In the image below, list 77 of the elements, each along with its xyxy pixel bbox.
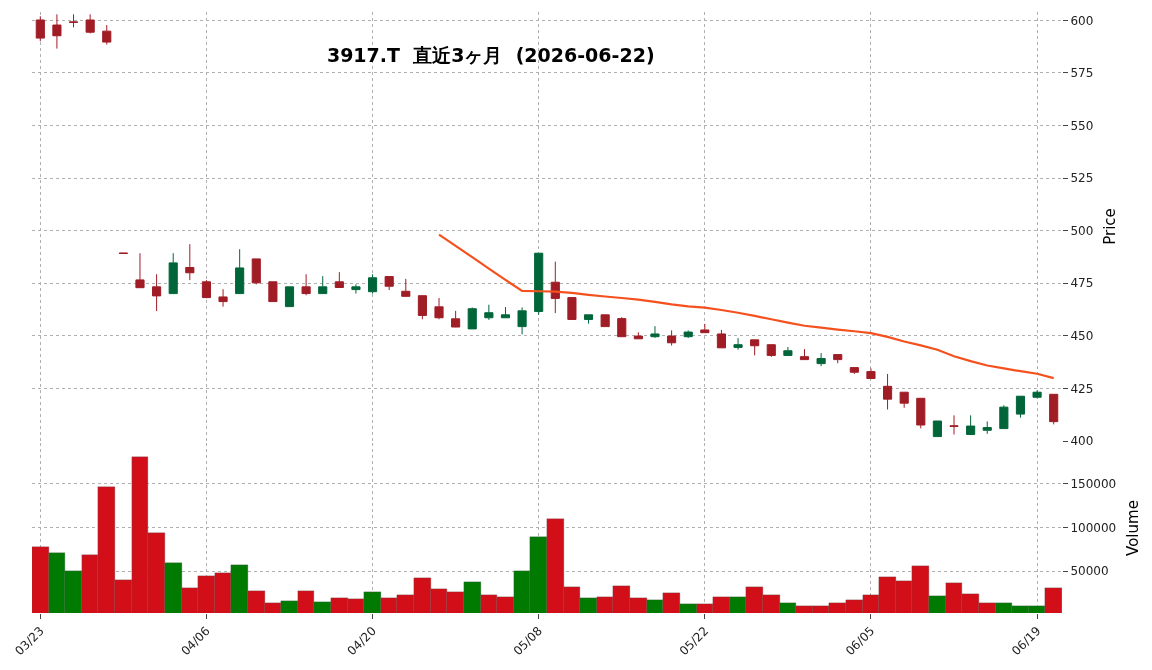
candlestick bbox=[135, 252, 145, 289]
candlestick bbox=[849, 367, 859, 375]
candlestick bbox=[949, 414, 959, 435]
candlestick bbox=[384, 276, 394, 291]
candlestick bbox=[816, 352, 826, 367]
candlestick bbox=[700, 323, 710, 334]
candlestick bbox=[633, 331, 643, 340]
candlestick bbox=[716, 329, 727, 349]
candlestick bbox=[982, 420, 992, 435]
y-tick-label: 575 bbox=[1070, 66, 1094, 81]
candlestick bbox=[966, 414, 976, 435]
candlestick bbox=[766, 344, 776, 358]
candlestick bbox=[235, 248, 245, 295]
candlestick bbox=[866, 367, 876, 380]
candlestick bbox=[733, 337, 743, 351]
candlestick bbox=[617, 316, 627, 338]
candlestick bbox=[882, 373, 893, 410]
candlestick bbox=[152, 273, 162, 312]
y-tick-label: 50000 bbox=[1070, 564, 1109, 579]
candlestick bbox=[284, 286, 295, 308]
candlestick bbox=[567, 297, 577, 320]
candlestick bbox=[467, 306, 477, 330]
candlestick bbox=[401, 278, 411, 298]
y-tick-label: 475 bbox=[1070, 276, 1094, 291]
candlestick bbox=[484, 304, 494, 321]
candlestick bbox=[434, 297, 444, 320]
candlestick bbox=[932, 420, 942, 438]
candlestick bbox=[351, 283, 361, 295]
y-tick-label: 525 bbox=[1070, 171, 1094, 186]
y-tick-label: 100000 bbox=[1070, 520, 1117, 535]
candlestick bbox=[251, 258, 261, 285]
candlestick bbox=[318, 275, 328, 295]
candlestick bbox=[334, 271, 344, 288]
candlestick bbox=[600, 314, 610, 328]
candlestick bbox=[1032, 389, 1042, 399]
candlestick bbox=[301, 273, 311, 296]
y-tick-label: 550 bbox=[1070, 118, 1094, 133]
candlestick bbox=[85, 13, 95, 34]
candlestick bbox=[534, 252, 544, 316]
candlestick bbox=[583, 314, 594, 325]
candlestick bbox=[650, 325, 660, 339]
candlestick bbox=[833, 354, 843, 364]
candlestick bbox=[799, 348, 810, 361]
candlestick bbox=[201, 279, 212, 299]
candlestick bbox=[683, 329, 693, 339]
y-tick-label: 400 bbox=[1070, 434, 1094, 449]
candlestick bbox=[367, 273, 378, 295]
y-tick-label: 150000 bbox=[1070, 477, 1117, 492]
candlestick bbox=[899, 391, 909, 409]
line-series bbox=[437, 233, 1055, 380]
y-axis-title: Volume bbox=[1124, 500, 1143, 556]
candlestick bbox=[168, 252, 178, 295]
candlestick bbox=[35, 15, 45, 42]
candlestick bbox=[500, 306, 511, 319]
y-axis-title: Price bbox=[1101, 208, 1120, 245]
y-tick-label: 600 bbox=[1070, 13, 1094, 28]
candlestick bbox=[268, 281, 278, 303]
text: 3917.T 直近3ヶ月 (2026-06-22) bbox=[326, 43, 655, 66]
candlestick bbox=[999, 404, 1009, 430]
candlestick bbox=[1049, 393, 1059, 425]
candlestick bbox=[52, 13, 62, 50]
candlestick bbox=[185, 243, 195, 281]
y-tick-label: 425 bbox=[1070, 381, 1094, 396]
candlestick bbox=[750, 339, 760, 356]
candlestick bbox=[783, 346, 793, 356]
y-tick-label: 500 bbox=[1070, 223, 1094, 238]
candlestick bbox=[916, 397, 926, 429]
candlestick bbox=[68, 13, 79, 28]
candlestick bbox=[517, 306, 527, 335]
candlestick bbox=[417, 295, 427, 320]
candlestick bbox=[218, 288, 228, 308]
y-tick-label: 450 bbox=[1070, 329, 1094, 344]
candlestick bbox=[550, 261, 560, 314]
candlestick bbox=[102, 24, 112, 46]
candlestick bbox=[1015, 395, 1026, 419]
candlestick bbox=[451, 310, 461, 328]
candlestick bbox=[667, 329, 677, 347]
